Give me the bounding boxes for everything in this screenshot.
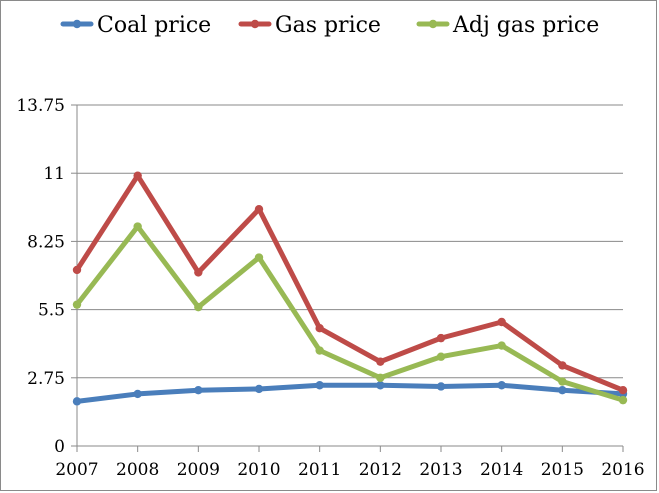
x-tick-label: 2013 [419,460,462,480]
data-point-adj-gas-price [497,341,506,350]
legend-item-coal-price: Coal price [60,13,211,38]
series-line-gas-price [74,173,626,393]
data-point-coal-price [133,389,142,399]
x-tick-label: 2008 [116,460,159,480]
y-tick-label: 8.25 [27,232,65,252]
data-point-adj-gas-price [254,253,264,262]
y-tick-label: 5.5 [38,301,65,321]
y-tick-label: 11 [43,164,65,184]
x-tick-label: 2010 [237,460,280,480]
data-point-gas-price [194,268,203,277]
data-point-gas-price [72,265,82,275]
series-group [72,171,628,406]
data-point-coal-price [376,381,385,390]
data-point-coal-price [254,384,264,394]
data-point-adj-gas-price [618,395,628,405]
data-point-gas-price [497,317,506,327]
x-tick-label: 2016 [601,460,644,480]
data-point-adj-gas-price [72,300,82,309]
data-point-adj-gas-price [133,222,142,231]
y-tick-label: 13.75 [16,96,65,116]
x-tick-label: 2009 [177,460,220,480]
data-point-adj-gas-price [436,352,446,361]
data-point-gas-price [376,357,385,366]
data-point-adj-gas-price [315,346,324,355]
y-tick-label: 0 [54,437,65,457]
legend-marker-coal-price [72,19,82,29]
gridlines [77,104,623,379]
data-point-coal-price [72,397,82,406]
legend-item-adj-gas-price: Adj gas price [416,13,599,38]
y-axis-ticks: 0 2.75 5.5 8.25 11 13.75 [16,96,65,457]
x-axis-ticks: 2007 2008 2009 2010 2011 2012 2013 2014 2015 2016 [55,460,644,480]
y-tick-label: 2.75 [27,369,65,389]
series-coal-price [72,381,628,406]
axes [71,104,624,452]
legend-label-adj-gas-price: Adj gas price [452,13,599,38]
data-point-gas-price [254,204,264,214]
x-tick-label: 2007 [55,460,98,480]
data-point-coal-price [497,381,506,390]
x-tick-label: 2015 [541,460,584,480]
data-point-gas-price [315,324,324,333]
series-adj-gas-price [72,222,628,405]
data-point-coal-price [315,381,324,390]
x-tick-label: 2014 [480,460,523,480]
data-point-adj-gas-price [194,302,203,312]
data-point-gas-price [618,386,628,395]
series-gas-price [72,171,628,395]
legend-item-gas-price: Gas price [238,13,381,38]
legend-marker-adj-gas-price [428,19,438,29]
data-point-adj-gas-price [558,377,567,386]
legend-label-coal-price: Coal price [97,13,211,38]
legend-marker-gas-price [250,19,260,29]
data-point-coal-price [558,386,567,395]
x-tick-label: 2012 [359,460,402,480]
data-point-adj-gas-price [376,373,385,382]
data-point-coal-price [194,386,203,395]
data-point-gas-price [436,333,446,343]
x-tick-label: 2011 [298,460,341,480]
series-line-adj-gas-price [74,224,626,403]
data-point-gas-price [558,361,567,370]
series-line-coal-price [74,382,626,404]
legend: Coal price Gas price Adj gas price [60,13,599,38]
data-point-coal-price [436,382,446,391]
data-point-gas-price [133,171,142,180]
legend-label-gas-price: Gas price [275,13,381,38]
